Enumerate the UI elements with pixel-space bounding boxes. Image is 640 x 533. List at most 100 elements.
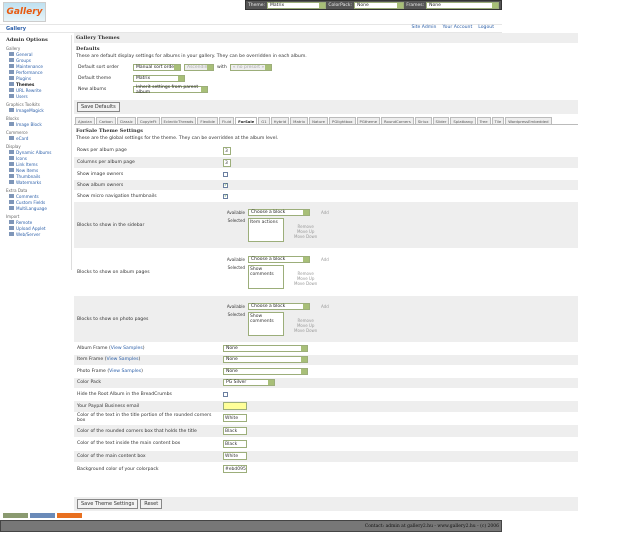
tab-carbon[interactable]: Carbon (96, 117, 116, 124)
sidebar-item[interactable]: Thumbnails (9, 173, 68, 179)
reset-button[interactable]: Reset (140, 499, 163, 509)
theme-select[interactable]: Matrix (267, 1, 327, 9)
sidebar-item[interactable]: Upload Applet (9, 225, 68, 231)
show-image-owners-checkbox[interactable] (223, 171, 228, 177)
sidebar-item[interactable]: Themes (9, 81, 68, 87)
hide-root-album-checkbox[interactable] (223, 391, 228, 397)
tab-wordpressembedded[interactable]: WordpressEmbedded (505, 117, 552, 124)
gallery-badge[interactable] (30, 513, 55, 518)
gallery-logo[interactable]: Gallery (3, 2, 46, 22)
move-up-button[interactable]: Move Up (296, 275, 315, 281)
sidebar-item[interactable]: Remote (9, 219, 68, 225)
tab-splatbang[interactable]: Splatbang (450, 117, 476, 124)
remove-block-button[interactable]: Remove (297, 223, 314, 229)
available-blocks-select[interactable]: Choose a block (248, 302, 310, 310)
tab-nature[interactable]: Nature (309, 117, 329, 124)
move-up-button[interactable]: Move Up (296, 322, 315, 328)
selected-blocks-list[interactable]: Item actions (248, 217, 284, 242)
save-defaults-button[interactable]: Save Defaults (77, 102, 120, 112)
save-theme-settings-button[interactable]: Save Theme Settings (77, 499, 139, 509)
sidebar-item[interactable]: URL Rewrite (9, 87, 68, 93)
sidebar-item[interactable]: Watermarks (9, 179, 68, 185)
color-input[interactable]: White (223, 452, 247, 461)
tab-g1[interactable]: G1 (258, 117, 270, 124)
color-pack-select[interactable]: PG Silver (223, 379, 275, 387)
sidebar-item[interactable]: Image Block (9, 121, 68, 127)
color-input[interactable]: White (223, 414, 247, 423)
sidebar-item[interactable]: Web/Server (9, 231, 68, 237)
tab-hybrid[interactable]: Hybrid (270, 117, 290, 124)
color-input[interactable]: #ebd095 (223, 465, 247, 474)
logout-link[interactable]: Logout (478, 25, 494, 30)
item-frame-select[interactable]: None (223, 356, 308, 364)
paypal-email-input[interactable] (223, 402, 247, 410)
sidebar-item[interactable]: General (9, 51, 68, 57)
tab-tile[interactable]: Tile (491, 117, 505, 124)
selected-blocks-list[interactable]: Show comments (248, 264, 284, 289)
move-up-button[interactable]: Move Up (296, 228, 315, 234)
sidebar-item[interactable]: ImageMagick (9, 107, 68, 113)
default-theme-select[interactable]: Matrix (133, 75, 185, 82)
xhtml-badge[interactable] (3, 513, 28, 518)
color-input[interactable]: Black (223, 427, 247, 436)
sort-order-select[interactable]: Manual sort order (133, 64, 181, 71)
sidebar-item[interactable]: Performance (9, 69, 68, 75)
tab-matrix[interactable]: Matrix (290, 117, 309, 124)
tab-flexible[interactable]: Flexible (197, 117, 219, 124)
sidebar-item[interactable]: Custom Fields (9, 199, 68, 205)
tab-slider[interactable]: Slider (432, 117, 450, 124)
tab-ajaxian[interactable]: Ajaxian (75, 117, 96, 124)
sidebar-item[interactable]: New Items (9, 167, 68, 173)
sidebar-item[interactable]: Link Items (9, 161, 68, 167)
view-samples-link[interactable]: View Samples (109, 368, 142, 374)
view-samples-link[interactable]: View Samples (110, 345, 143, 351)
move-down-button[interactable]: Move Down (294, 233, 318, 239)
sidebar-item[interactable]: Maintenance (9, 63, 68, 69)
frames-select[interactable]: None (426, 1, 499, 9)
view-samples-link[interactable]: View Samples (106, 357, 139, 363)
sort-direction-select[interactable]: Ascending (184, 64, 214, 71)
remove-block-button[interactable]: Remove (297, 317, 314, 323)
sidebar-item[interactable]: Users (9, 93, 68, 99)
tab-copyleft[interactable]: CopyleFt (136, 117, 160, 124)
add-block-button[interactable]: Add (321, 256, 329, 262)
tab-pgtheme[interactable]: PGtheme (356, 117, 381, 124)
presort-select[interactable]: « no presort » (229, 64, 272, 71)
breadcrumb-gallery[interactable]: Gallery (6, 26, 27, 32)
sidebar-item[interactable]: Comments (9, 193, 68, 199)
rss-badge[interactable] (57, 513, 82, 518)
add-block-button[interactable]: Add (321, 303, 329, 309)
your-account-link[interactable]: Your Account (442, 25, 473, 30)
photo-frame-select[interactable]: None (223, 367, 308, 375)
move-down-button[interactable]: Move Down (294, 280, 318, 286)
tab-roundcorners[interactable]: RoundCorners (381, 117, 414, 124)
tab-fluid[interactable]: Fluid (219, 117, 235, 124)
tab-pglightbox[interactable]: PGlightbox (329, 117, 356, 124)
available-blocks-select[interactable]: Choose a block (248, 255, 310, 263)
add-block-button[interactable]: Add (321, 209, 329, 215)
tab-siriux[interactable]: Siriux (414, 117, 432, 124)
sidebar-item[interactable]: Plugins (9, 75, 68, 81)
album-frame-select[interactable]: None (223, 344, 308, 352)
remove-block-button[interactable]: Remove (297, 270, 314, 276)
sidebar-item[interactable]: Dynamic Albums (9, 149, 68, 155)
tab-forsale[interactable]: ForSale (235, 117, 258, 124)
new-albums-select[interactable]: Inherit settings from parent album (133, 85, 208, 95)
rows-per-page-input[interactable]: 3 (223, 146, 231, 155)
sidebar-item[interactable]: Groups (9, 57, 68, 63)
tab-eclecticthreads[interactable]: EclecticThreads (160, 117, 197, 124)
color-input[interactable]: Black (223, 439, 247, 448)
selected-blocks-list[interactable]: Show comments (248, 311, 284, 336)
sidebar-item[interactable]: MultiLanguage (9, 205, 68, 211)
sidebar-item[interactable]: Icons (9, 155, 68, 161)
move-down-button[interactable]: Move Down (294, 327, 318, 333)
tab-tree[interactable]: Tree (476, 117, 491, 124)
tab-classic[interactable]: Classic (116, 117, 136, 124)
columns-per-page-input[interactable]: 3 (223, 158, 231, 167)
micro-thumbnails-checkbox[interactable]: ✓ (223, 193, 228, 199)
available-blocks-select[interactable]: Choose a block (248, 208, 310, 216)
sidebar-item[interactable]: eCard (9, 135, 68, 141)
show-album-owners-checkbox[interactable]: ✓ (223, 182, 228, 188)
colorpack-select[interactable]: None (353, 1, 405, 9)
site-admin-link[interactable]: Site Admin (411, 25, 437, 30)
